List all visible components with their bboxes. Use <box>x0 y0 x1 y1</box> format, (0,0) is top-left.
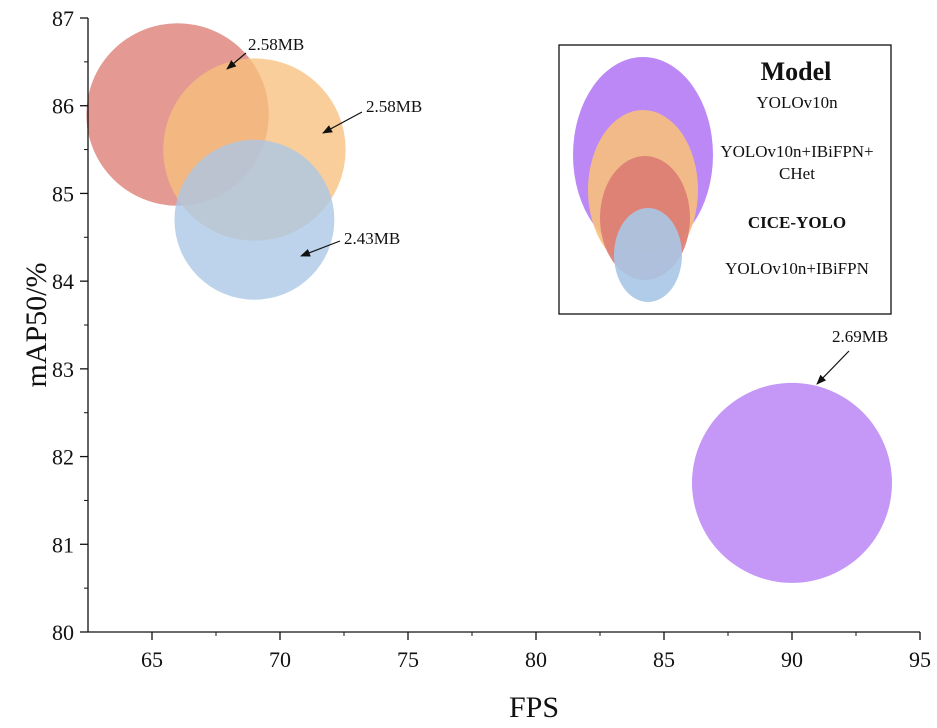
x-tick-label: 90 <box>781 647 803 672</box>
annotation-arrow <box>300 240 341 257</box>
bubble-size-label: 2.58MB <box>248 35 304 54</box>
x-tick-label: 95 <box>909 647 931 672</box>
y-tick-label: 80 <box>52 620 74 645</box>
y-tick-label: 81 <box>52 532 74 557</box>
annotation-arrow <box>816 350 850 385</box>
x-tick-label: 80 <box>525 647 547 672</box>
bubble-size-label: 2.58MB <box>366 97 422 116</box>
legend-swatch <box>614 208 682 302</box>
x-tick-label: 70 <box>269 647 291 672</box>
bubble-size-label: 2.69MB <box>832 327 888 346</box>
x-axis-title: FPS <box>509 691 559 724</box>
y-tick-label: 86 <box>52 94 74 119</box>
x-tick-label: 75 <box>397 647 419 672</box>
bubble-size-label: 2.43MB <box>344 229 400 248</box>
y-tick-label: 85 <box>52 181 74 206</box>
legend-entry-label: CICE-YOLO <box>748 213 846 232</box>
legend-entry-label: YOLOv10n+IBiFPN+ CHet <box>720 142 873 183</box>
y-tick-label: 87 <box>52 6 74 31</box>
y-axis-title: mAP50/% <box>20 262 53 387</box>
y-tick-label: 83 <box>52 357 74 382</box>
y-tick-label: 84 <box>52 269 74 294</box>
legend-title: Model <box>761 57 832 86</box>
annotation-arrow <box>322 111 363 134</box>
legend-entry-label: YOLOv10n <box>756 93 838 112</box>
x-tick-label: 65 <box>141 647 163 672</box>
x-tick-label: 85 <box>653 647 675 672</box>
bubble-yolov10n <box>692 382 892 583</box>
legend-entry-label: YOLOv10n+IBiFPN <box>725 259 869 278</box>
y-tick-label: 82 <box>52 445 74 470</box>
annotation-arrow <box>226 52 247 70</box>
bubble-yolov10n-ibifpn <box>174 139 335 300</box>
